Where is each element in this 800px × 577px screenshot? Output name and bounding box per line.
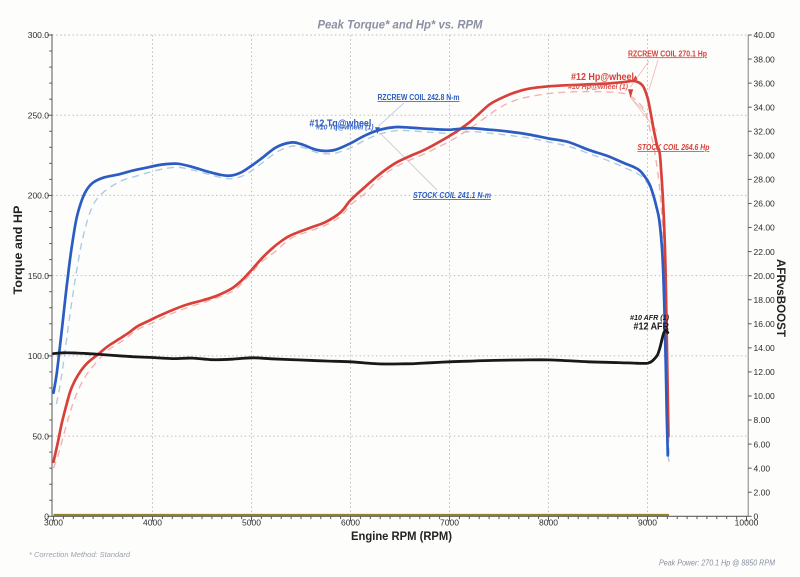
svg-text:STOCK COIL 241.1 N-m: STOCK COIL 241.1 N-m: [413, 191, 491, 200]
svg-text:32.00: 32.00: [754, 127, 776, 137]
svg-text:38.00: 38.00: [754, 54, 776, 64]
svg-text:* Correction Method: Standard: * Correction Method: Standard: [29, 550, 131, 559]
svg-text:4.00: 4.00: [754, 463, 771, 473]
svg-text:RZCREW COIL 270.1 Hp: RZCREW COIL 270.1 Hp: [628, 49, 707, 58]
svg-text:34.00: 34.00: [754, 102, 776, 112]
svg-text:40.00: 40.00: [754, 30, 776, 40]
svg-text:18.00: 18.00: [754, 295, 776, 305]
svg-text:300.0: 300.0: [28, 30, 50, 40]
svg-text:12.00: 12.00: [754, 367, 776, 377]
svg-text:22.00: 22.00: [754, 247, 776, 257]
svg-text:20.00: 20.00: [754, 271, 776, 281]
svg-text:36.00: 36.00: [754, 78, 776, 88]
svg-text:100.0: 100.0: [28, 351, 50, 361]
svg-text:#10 Tq@wheel (1): #10 Tq@wheel (1): [316, 123, 374, 132]
svg-text:250.0: 250.0: [28, 110, 50, 120]
svg-text:#12 Hp@wheel: #12 Hp@wheel: [571, 72, 634, 83]
svg-text:150.0: 150.0: [28, 271, 50, 281]
svg-text:14.00: 14.00: [754, 343, 776, 353]
svg-text:3000: 3000: [44, 518, 63, 528]
svg-text:Peak Power: 270.1 Hp @ 8850 RP: Peak Power: 270.1 Hp @ 8850 RPM: [659, 559, 775, 568]
svg-text:28.00: 28.00: [754, 175, 776, 185]
svg-text:9000: 9000: [638, 518, 657, 528]
svg-text:0: 0: [754, 512, 759, 522]
svg-text:#12 Tq@wheel: #12 Tq@wheel: [309, 119, 371, 130]
svg-text:0: 0: [44, 512, 49, 522]
svg-text:10.00: 10.00: [754, 391, 776, 401]
svg-text:7000: 7000: [440, 518, 459, 528]
svg-text:200.0: 200.0: [28, 191, 50, 201]
svg-text:8.00: 8.00: [754, 415, 771, 425]
svg-text:4000: 4000: [143, 518, 162, 528]
svg-text:2.00: 2.00: [754, 487, 771, 497]
svg-text:8000: 8000: [539, 518, 558, 528]
svg-text:50.0: 50.0: [32, 431, 49, 441]
svg-text:10000: 10000: [735, 518, 759, 528]
svg-text:Engine RPM (RPM): Engine RPM (RPM): [351, 529, 452, 543]
svg-text:6.00: 6.00: [754, 439, 771, 449]
svg-text:30.00: 30.00: [754, 151, 776, 161]
svg-text:Peak Torque* and Hp* vs. RPM: Peak Torque* and Hp* vs. RPM: [318, 19, 483, 31]
svg-text:AFRvsBOOST: AFRvsBOOST: [774, 259, 786, 337]
svg-text:Torque and HP: Torque and HP: [13, 205, 25, 294]
svg-text:STOCK COIL 264.6 Hp: STOCK COIL 264.6 Hp: [637, 143, 709, 152]
svg-text:RZCREW COIL 242.8 N-m: RZCREW COIL 242.8 N-m: [378, 93, 460, 102]
svg-text:#10 Hp@wheel (1): #10 Hp@wheel (1): [568, 82, 628, 91]
svg-text:#12 AFR: #12 AFR: [634, 322, 670, 333]
svg-text:#10 AFR (1): #10 AFR (1): [630, 313, 669, 322]
svg-text:5000: 5000: [242, 518, 261, 528]
svg-text:16.00: 16.00: [754, 319, 776, 329]
svg-text:6000: 6000: [341, 518, 360, 528]
svg-text:24.00: 24.00: [754, 223, 776, 233]
svg-text:26.00: 26.00: [754, 199, 776, 209]
